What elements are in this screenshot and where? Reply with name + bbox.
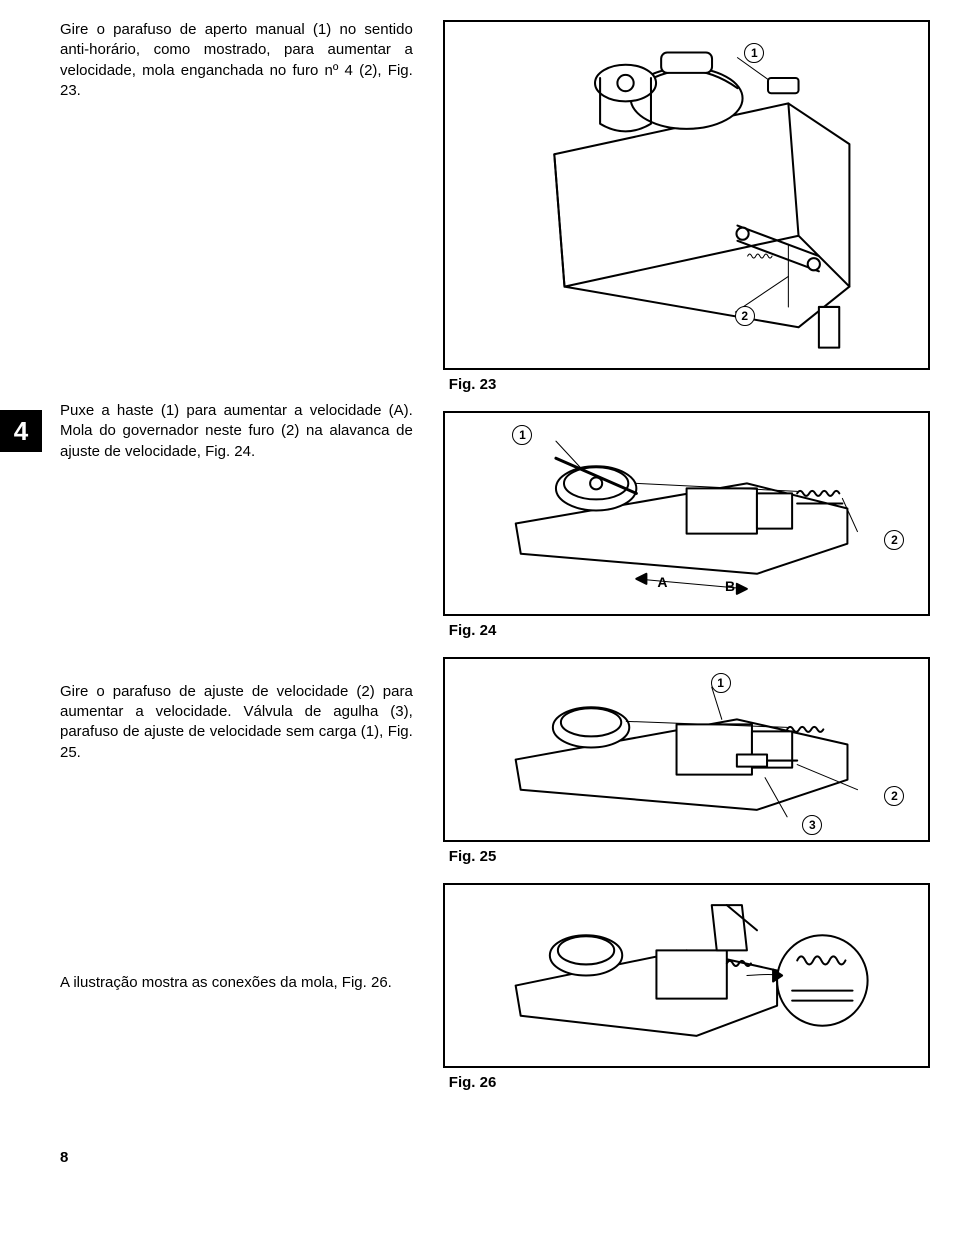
figure-23: 1 2 — [443, 20, 930, 370]
callout-25-3: 3 — [802, 815, 822, 835]
section-number: 4 — [14, 416, 28, 447]
letter-24-B: B — [725, 578, 735, 594]
figure-26-svg — [445, 885, 928, 1066]
figure-25-svg — [445, 659, 928, 840]
figure-26-caption: Fig. 26 — [449, 1074, 930, 1091]
figure-23-svg — [445, 22, 928, 368]
callout-23-1: 1 — [744, 43, 764, 63]
figure-26 — [443, 883, 930, 1068]
figure-25: 1 2 3 — [443, 657, 930, 842]
paragraph-2: Puxe a haste (1) para aumentar a velocid… — [60, 401, 413, 462]
page-number: 8 — [60, 1149, 900, 1166]
callout-24-2: 2 — [884, 530, 904, 550]
figure-25-caption: Fig. 25 — [449, 848, 930, 865]
paragraph-4: A ilustração mostra as conexões da mola,… — [60, 973, 413, 993]
figure-24-caption: Fig. 24 — [449, 622, 930, 639]
paragraph-1: Gire o parafuso de aperto manual (1) no … — [60, 20, 413, 101]
letter-24-A: A — [657, 574, 667, 590]
callout-23-2: 2 — [735, 306, 755, 326]
page-container: 4 Gire o parafuso de aperto manual (1) n… — [60, 20, 900, 1109]
paragraph-3: Gire o parafuso de ajuste de velocidade … — [60, 682, 413, 763]
left-column: Gire o parafuso de aperto manual (1) no … — [60, 20, 413, 1109]
callout-25-1: 1 — [711, 673, 731, 693]
figure-23-caption: Fig. 23 — [449, 376, 930, 393]
right-column: 1 2 Fig. 23 — [443, 20, 930, 1109]
section-number-badge: 4 — [0, 410, 42, 452]
figure-24: 1 2 A B — [443, 411, 930, 616]
